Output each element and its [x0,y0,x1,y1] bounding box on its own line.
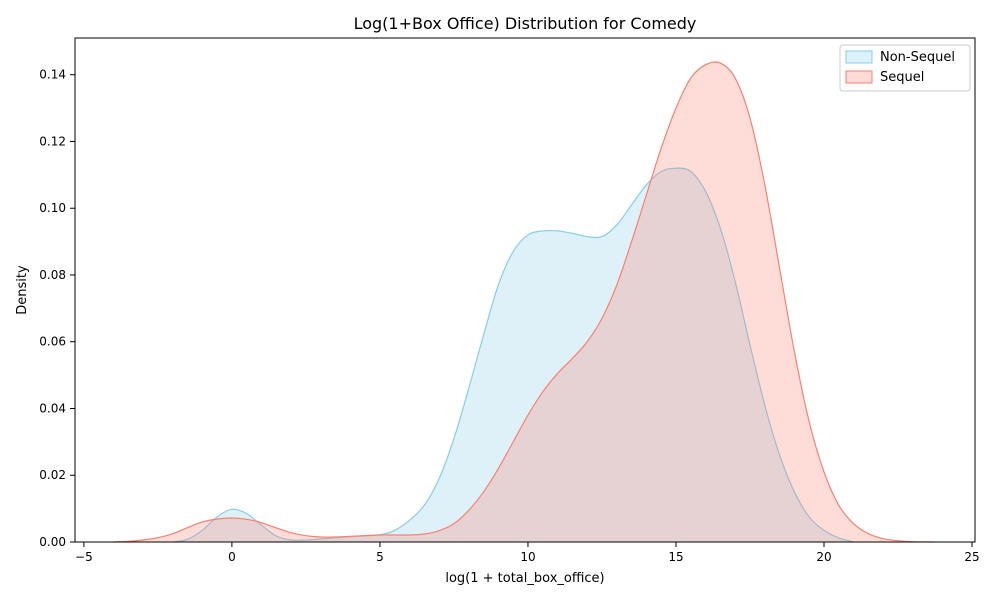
x-tick-label: 25 [964,550,979,564]
density-line-non-sequel [172,167,854,543]
y-tick-label: 0.06 [39,335,66,349]
x-tick-label: 0 [228,550,236,564]
series-layer [113,61,934,543]
legend-swatch-non-sequel [845,50,873,64]
legend-label-non-sequel: Non-Sequel [880,50,955,65]
chart-title: Log(1+Box Office) Distribution for Comed… [354,14,697,33]
y-tick-label: 0.14 [39,68,66,82]
legend-label-sequel: Sequel [880,70,924,85]
plot-frame [74,37,976,543]
y-tick-label: 0.08 [39,268,66,282]
x-axis: −5 0 5 10 15 20 25 [75,542,980,564]
y-tick-label: 0.12 [39,134,66,148]
x-tick-label: 10 [520,550,535,564]
x-tick-label: 5 [376,550,384,564]
y-tick-label: 0.00 [39,535,66,549]
y-axis-label: Density [15,265,30,315]
density-area-non-sequel [172,168,854,543]
x-axis-label: log(1 + total_box_office) [445,571,604,586]
y-tick-label: 0.02 [39,468,66,482]
density-area-sequel [113,61,934,542]
density-line-sequel [113,61,934,543]
legend: Non-Sequel Sequel [839,44,971,92]
y-tick-label: 0.04 [39,401,66,415]
y-tick-label: 0.10 [39,201,66,215]
x-tick-label: −5 [75,550,93,564]
x-tick-label: 20 [816,550,831,564]
y-axis: 0.00 0.02 0.04 0.06 0.08 0.10 0.12 0.14 [39,68,75,549]
x-tick-label: 15 [668,550,683,564]
legend-swatch-sequel [845,70,873,84]
